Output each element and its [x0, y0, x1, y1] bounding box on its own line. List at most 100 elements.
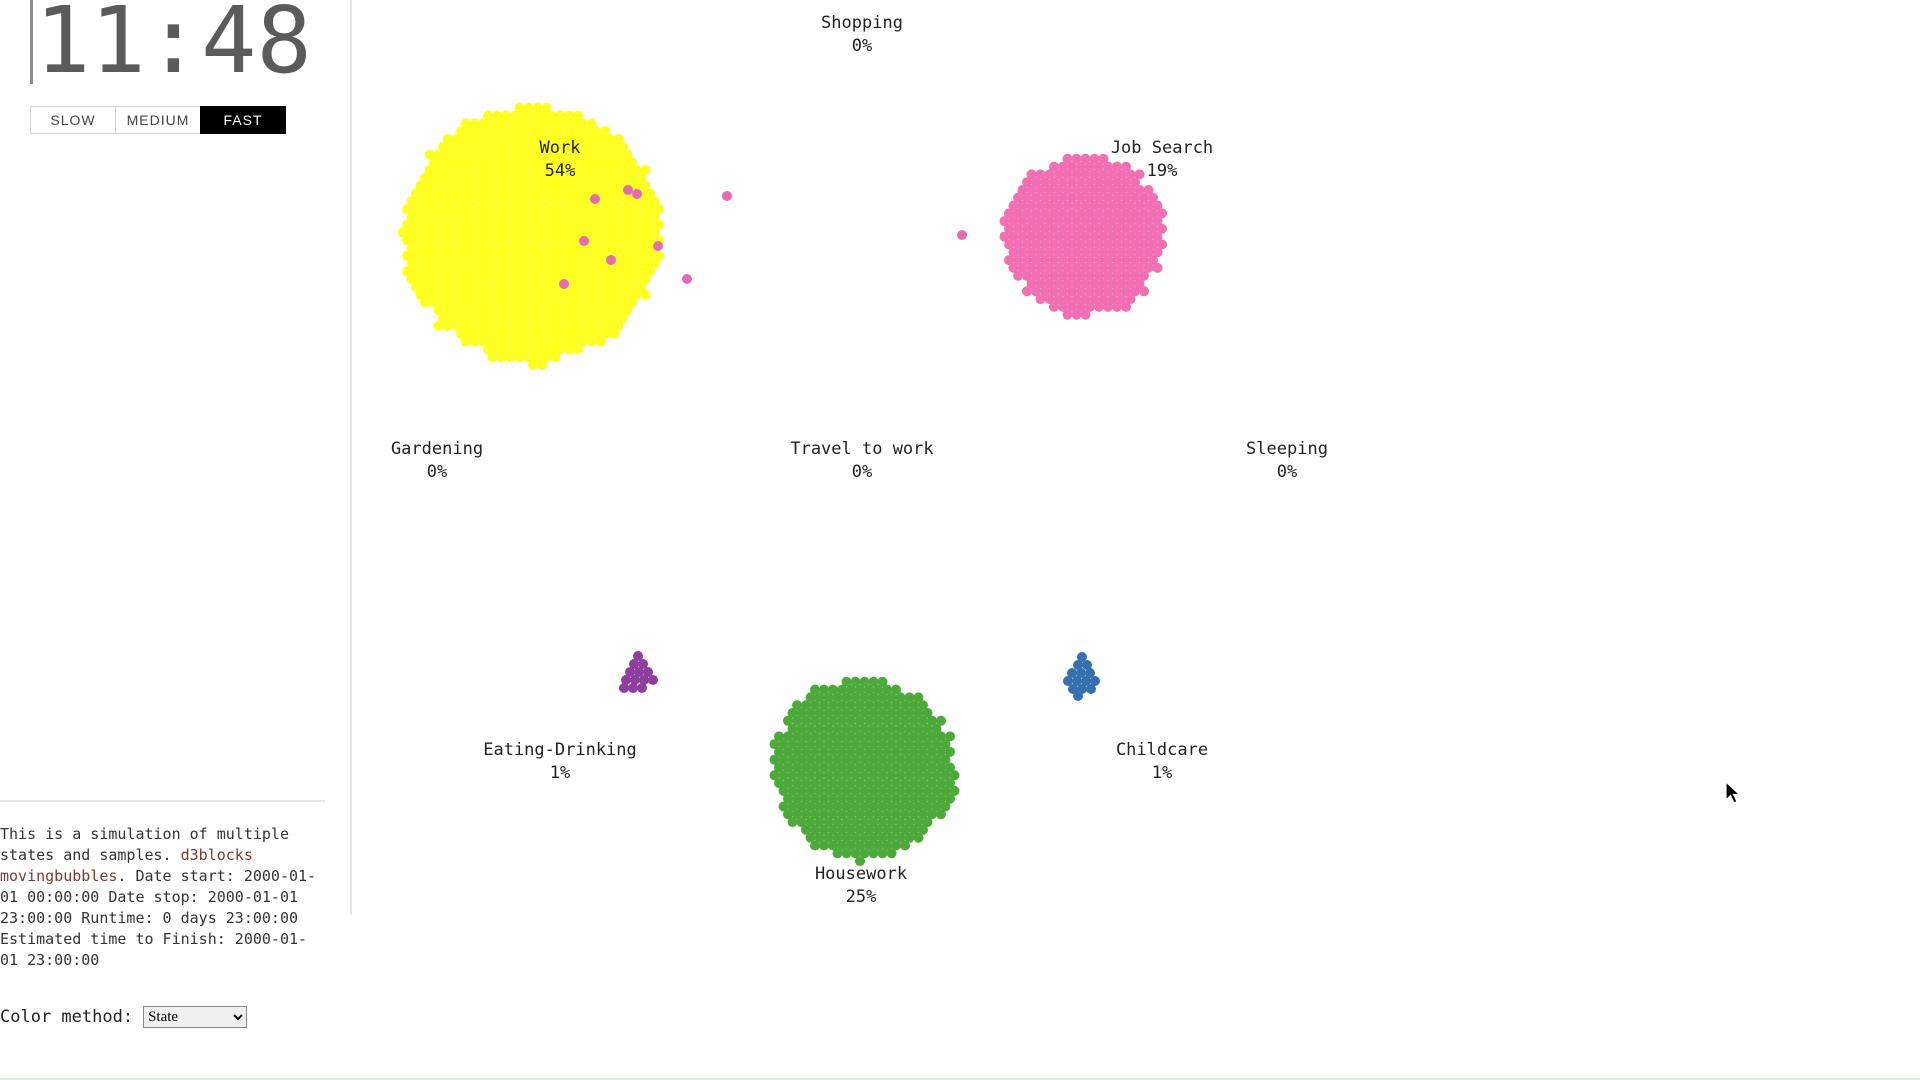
- job-search-bubble: [1017, 262, 1028, 273]
- job-search-bubble: [1058, 177, 1068, 188]
- job-search-bubble: [1026, 247, 1037, 258]
- work-bubble: [523, 321, 534, 331]
- work-bubble: [514, 243, 525, 254]
- work-bubble: [438, 313, 448, 324]
- housework-bubble: [882, 778, 892, 789]
- speed-fast-button[interactable]: FAST: [200, 106, 286, 134]
- job-search-bubble: [1049, 255, 1059, 266]
- work-bubble: [595, 336, 606, 347]
- housework-bubble: [904, 708, 915, 718]
- work-bubble: [613, 211, 624, 222]
- housework-bubble: [796, 785, 807, 796]
- speed-medium-button[interactable]: MEDIUM: [115, 106, 201, 134]
- speed-slow-button[interactable]: SLOW: [30, 106, 116, 134]
- work-bubble: [568, 180, 579, 191]
- work-bubble: [519, 157, 529, 168]
- work-bubble: [456, 297, 466, 308]
- d3blocks-link[interactable]: d3blocks movingbubbles: [0, 846, 253, 885]
- work-bubble: [492, 282, 502, 293]
- work-bubble: [483, 235, 493, 246]
- work-bubble: [528, 344, 538, 355]
- work-bubble: [483, 204, 493, 215]
- work-bubble: [582, 126, 592, 137]
- housework-bubble: [909, 778, 919, 789]
- state-name: Eating-Drinking: [483, 740, 637, 760]
- work-bubble: [514, 211, 525, 222]
- job-search-bubble: [1116, 262, 1127, 273]
- work-bubble: [649, 258, 660, 269]
- housework-bubble: [787, 785, 798, 796]
- job-search-bubble: [1053, 200, 1064, 211]
- work-bubble: [627, 282, 637, 293]
- work-bubble: [465, 219, 475, 230]
- housework-bubble: [837, 809, 847, 820]
- job-search-bubble: [1035, 169, 1046, 180]
- housework-bubble: [877, 848, 888, 859]
- housework-bubble: [882, 840, 892, 851]
- work-bubble: [429, 282, 439, 293]
- job-search-bubble: [1076, 192, 1086, 203]
- housework-bubble: [792, 731, 802, 742]
- state-label-gardening: Gardening 0%: [391, 438, 483, 484]
- work-bubble: [501, 313, 511, 324]
- work-bubble: [424, 258, 435, 269]
- work-bubble: [532, 336, 543, 347]
- work-bubble: [478, 243, 489, 254]
- work-bubble: [550, 196, 561, 207]
- housework-bubble: [855, 824, 865, 835]
- housework-bubble: [828, 762, 838, 773]
- housework-bubble: [814, 801, 825, 812]
- color-method-select[interactable]: State: [143, 1006, 248, 1028]
- work-bubble: [433, 274, 444, 285]
- work-bubble: [609, 328, 619, 339]
- work-bubble: [546, 110, 556, 121]
- work-bubble: [505, 134, 516, 144]
- state-percent: 19%: [1146, 161, 1178, 181]
- work-bubble: [613, 258, 624, 269]
- work-bubble: [586, 211, 597, 222]
- work-bubble: [487, 227, 498, 238]
- state-label-shopping: Shopping 0%: [821, 12, 903, 58]
- work-bubble: [447, 297, 457, 308]
- work-bubble: [582, 141, 592, 152]
- job-search-bubble: [1008, 216, 1019, 227]
- housework-bubble: [846, 715, 856, 726]
- work-bubble: [496, 321, 507, 331]
- job-search-bubble: [1040, 208, 1050, 219]
- work-bubble: [442, 180, 453, 191]
- job-search-bubble: [1008, 247, 1019, 258]
- housework-bubble: [936, 778, 946, 789]
- job-search-bubble: [1031, 255, 1041, 266]
- job-search-bubble: [1031, 286, 1041, 297]
- housework-bubble: [945, 731, 955, 742]
- housework-bubble: [922, 801, 933, 812]
- work-bubble: [609, 266, 619, 277]
- transit-bubble: [722, 191, 732, 201]
- work-bubble: [420, 204, 430, 215]
- job-search-bubble: [1071, 153, 1082, 164]
- work-bubble: [474, 328, 484, 339]
- work-bubble: [492, 344, 502, 355]
- work-bubble: [640, 227, 651, 238]
- work-bubble: [510, 235, 520, 246]
- housework-bubble: [859, 723, 870, 734]
- work-bubble: [528, 126, 538, 137]
- work-bubble: [550, 289, 561, 300]
- work-bubble: [456, 250, 466, 261]
- housework-bubble: [832, 708, 843, 718]
- work-bubble: [564, 141, 574, 152]
- housework-bubble: [936, 809, 946, 820]
- work-bubble: [528, 157, 538, 168]
- work-bubble: [604, 196, 615, 207]
- housework-bubble: [819, 778, 829, 789]
- housework-bubble: [837, 840, 847, 851]
- work-bubble: [564, 250, 574, 261]
- housework-bubble: [868, 692, 879, 703]
- work-bubble: [627, 266, 637, 277]
- work-bubble: [456, 141, 466, 152]
- work-bubble: [537, 110, 547, 121]
- job-search-bubble: [1094, 286, 1104, 297]
- work-bubble: [550, 258, 561, 269]
- housework-bubble: [868, 848, 879, 859]
- job-search-bubble: [1116, 200, 1127, 211]
